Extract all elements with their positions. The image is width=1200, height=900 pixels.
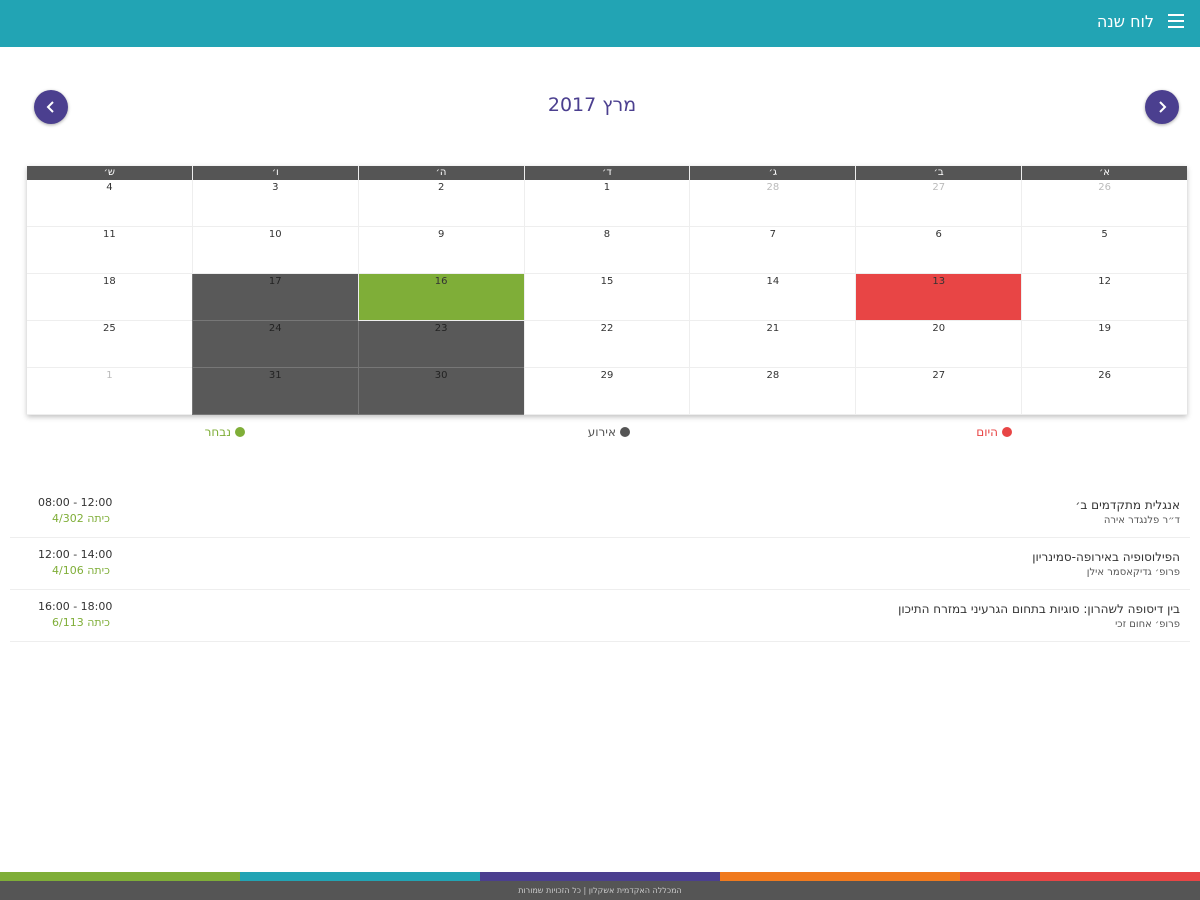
weekday-header: א׳ bbox=[1021, 166, 1187, 180]
calendar-day-cell-muted[interactable]: 27 bbox=[855, 180, 1022, 227]
calendar-day-cell[interactable]: 6 bbox=[855, 227, 1022, 274]
course-room: כיתה 4/302 bbox=[52, 512, 110, 525]
course-time: 16:00 - 18:00 bbox=[38, 600, 113, 613]
legend-event: אירוע bbox=[588, 425, 630, 439]
calendar-week-row: 19 20 21 22 23 24 25 bbox=[26, 321, 1187, 368]
course-room: כיתה 6/113 bbox=[52, 616, 110, 629]
calendar-day-cell[interactable]: 9 bbox=[357, 227, 524, 274]
calendar-day-cell[interactable]: 10 bbox=[191, 227, 358, 274]
footer-stripe-segment bbox=[480, 872, 720, 881]
calendar-day-cell[interactable]: 28 bbox=[689, 368, 856, 415]
calendar-day-cell[interactable]: 1 bbox=[523, 180, 690, 227]
course-item[interactable]: בין דיסופה לשהרון: סוגיות בתחום הגרעיני … bbox=[10, 590, 1190, 642]
top-app-bar: לוח שנה bbox=[0, 0, 1200, 47]
month-calendar: א׳ ב׳ ג׳ ד׳ ה׳ ו׳ ש׳ 26 27 28 1 2 3 4 5 6 7 8 9 10 11 12 13 14… bbox=[26, 166, 1187, 415]
chevron-left-icon bbox=[46, 101, 54, 113]
calendar-week-row: 12 13 14 15 16 17 18 bbox=[26, 274, 1187, 321]
calendar-day-cell-muted[interactable]: 28 bbox=[689, 180, 856, 227]
course-name: הפילוסופיה באירופה-סמינריון bbox=[1032, 550, 1180, 564]
calendar-week-row: 26 27 28 1 2 3 4 bbox=[26, 180, 1187, 227]
calendar-day-cell[interactable]: 4 bbox=[26, 180, 192, 227]
course-item[interactable]: אנגלית מתקדמים ב׳ ד״ר פלנגדר אירה 08:00 … bbox=[10, 486, 1190, 538]
course-name: בין דיסופה לשהרון: סוגיות בתחום הגרעיני … bbox=[898, 602, 1180, 616]
calendar-day-cell-muted[interactable]: 26 bbox=[1021, 180, 1187, 227]
calendar-day-cell[interactable]: 2 bbox=[357, 180, 524, 227]
calendar-day-cell[interactable]: 18 bbox=[26, 274, 192, 321]
calendar-day-cell[interactable]: 29 bbox=[523, 368, 690, 415]
event-dot-icon bbox=[620, 427, 630, 437]
weekday-header: ו׳ bbox=[191, 166, 358, 180]
previous-month-button[interactable] bbox=[34, 90, 68, 124]
calendar-day-cell-event[interactable]: 17 bbox=[191, 274, 358, 321]
calendar-week-row: 5 6 7 8 9 10 11 bbox=[26, 227, 1187, 274]
footer-color-stripe bbox=[0, 872, 1200, 881]
calendar-day-cell-event[interactable]: 23 bbox=[357, 321, 524, 368]
calendar-day-cell[interactable]: 21 bbox=[689, 321, 856, 368]
calendar-day-cell-selected[interactable]: 16 bbox=[357, 274, 524, 321]
weekday-header: ה׳ bbox=[357, 166, 524, 180]
chevron-right-icon bbox=[1159, 101, 1167, 113]
page-title: לוח שנה bbox=[1096, 12, 1154, 31]
footer-stripe-segment bbox=[0, 872, 240, 881]
calendar-day-cell[interactable]: 8 bbox=[523, 227, 690, 274]
course-lecturer: פרופ׳ אחום זכי bbox=[1115, 619, 1180, 630]
today-dot-icon bbox=[1002, 427, 1012, 437]
next-month-button[interactable] bbox=[1145, 90, 1179, 124]
month-title: מרץ 2017 bbox=[547, 94, 637, 116]
course-room: כיתה 4/106 bbox=[52, 564, 110, 577]
calendar-day-cell-today[interactable]: 13 bbox=[855, 274, 1022, 321]
calendar-day-cell[interactable]: 20 bbox=[855, 321, 1022, 368]
calendar-day-cell[interactable]: 27 bbox=[855, 368, 1022, 415]
legend-today: היום bbox=[976, 425, 1012, 439]
calendar-day-cell[interactable]: 19 bbox=[1021, 321, 1187, 368]
calendar-day-cell[interactable]: 14 bbox=[689, 274, 856, 321]
footer-stripe-segment bbox=[720, 872, 960, 881]
course-list: אנגלית מתקדמים ב׳ ד״ר פלנגדר אירה 08:00 … bbox=[0, 486, 1200, 642]
footer: המכללה האקדמית אשקלון | כל הזכויות שמורו… bbox=[0, 881, 1200, 900]
calendar-day-cell[interactable]: 5 bbox=[1021, 227, 1187, 274]
footer-stripe-segment bbox=[960, 872, 1200, 881]
calendar-day-cell[interactable]: 25 bbox=[26, 321, 192, 368]
weekday-header: ש׳ bbox=[26, 166, 192, 180]
weekday-header: ב׳ bbox=[855, 166, 1022, 180]
weekday-header: ג׳ bbox=[689, 166, 856, 180]
calendar-day-cell[interactable]: 7 bbox=[689, 227, 856, 274]
calendar-day-cell[interactable]: 12 bbox=[1021, 274, 1187, 321]
calendar-day-cell-event[interactable]: 24 bbox=[191, 321, 358, 368]
calendar-day-cell[interactable]: 22 bbox=[523, 321, 690, 368]
calendar-day-cell[interactable]: 11 bbox=[26, 227, 192, 274]
calendar-day-cell-event[interactable]: 30 bbox=[357, 368, 524, 415]
legend-selected: נבחר bbox=[205, 425, 245, 439]
calendar-grid: 26 27 28 1 2 3 4 5 6 7 8 9 10 11 12 13 14 15 16 17 18 19 20 21 2… bbox=[26, 180, 1187, 415]
weekday-header-row: א׳ ב׳ ג׳ ד׳ ה׳ ו׳ ש׳ bbox=[26, 166, 1187, 180]
course-time: 12:00 - 14:00 bbox=[38, 548, 113, 561]
course-time: 08:00 - 12:00 bbox=[38, 496, 113, 509]
calendar-week-row: 26 27 28 29 30 31 1 bbox=[26, 368, 1187, 415]
hamburger-menu-icon[interactable] bbox=[1168, 14, 1184, 30]
calendar-day-cell[interactable]: 15 bbox=[523, 274, 690, 321]
selected-dot-icon bbox=[235, 427, 245, 437]
weekday-header: ד׳ bbox=[523, 166, 690, 180]
course-item[interactable]: הפילוסופיה באירופה-סמינריון פרופ׳ גדיקאס… bbox=[10, 538, 1190, 590]
calendar-day-cell-muted[interactable]: 1 bbox=[26, 368, 192, 415]
calendar-day-cell[interactable]: 3 bbox=[191, 180, 358, 227]
footer-stripe-segment bbox=[240, 872, 480, 881]
course-name: אנגלית מתקדמים ב׳ bbox=[1075, 498, 1180, 512]
calendar-day-cell-event[interactable]: 31 bbox=[191, 368, 358, 415]
course-lecturer: ד״ר פלנגדר אירה bbox=[1103, 515, 1180, 526]
calendar-day-cell[interactable]: 26 bbox=[1021, 368, 1187, 415]
course-lecturer: פרופ׳ גדיקאסמר אילן bbox=[1086, 567, 1180, 578]
